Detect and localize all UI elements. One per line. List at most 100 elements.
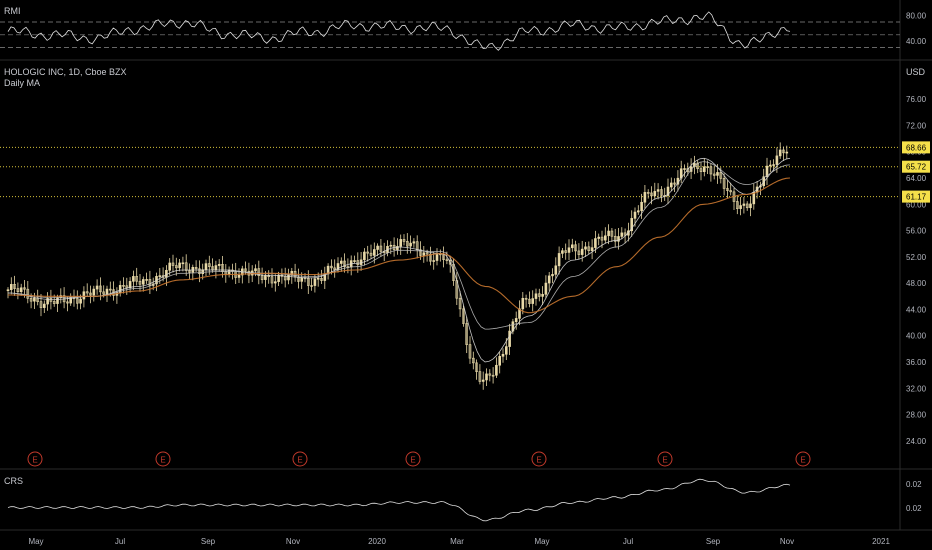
crs-pane: 0.02 0.02 bbox=[7, 478, 922, 522]
candle-body bbox=[607, 230, 610, 237]
candle-body bbox=[514, 318, 518, 323]
currency-label: USD bbox=[906, 67, 926, 77]
candle-body bbox=[188, 270, 191, 273]
candle-body bbox=[584, 246, 587, 250]
candle-body bbox=[363, 251, 366, 261]
crs-title: CRS bbox=[4, 476, 24, 486]
candle-body bbox=[208, 263, 211, 267]
candle-body bbox=[105, 288, 109, 295]
earnings-circle[interactable] bbox=[405, 451, 421, 467]
earnings-marker[interactable]: E bbox=[657, 451, 673, 467]
candle-body bbox=[630, 218, 634, 232]
candle-body bbox=[23, 287, 26, 290]
candle-body bbox=[749, 203, 752, 209]
candle-body bbox=[227, 269, 231, 275]
candle-body bbox=[610, 230, 614, 237]
candle-body bbox=[336, 263, 340, 270]
candle-body bbox=[171, 262, 175, 266]
candle-body bbox=[369, 252, 373, 256]
candle-body bbox=[683, 168, 686, 170]
price-line-badge[interactable] bbox=[902, 190, 930, 203]
candle-body bbox=[567, 247, 571, 253]
candle-body bbox=[580, 248, 584, 255]
price-tick-label: 40.00 bbox=[906, 332, 927, 341]
candle-body bbox=[739, 205, 742, 209]
candle-body bbox=[471, 357, 475, 364]
candle-body bbox=[145, 279, 148, 281]
candle-body bbox=[726, 188, 729, 191]
time-tick-label: Jul bbox=[623, 537, 633, 546]
candle-body bbox=[643, 192, 647, 203]
price-axis[interactable]: 76.0072.0068.0064.0060.0056.0052.0048.00… bbox=[902, 95, 930, 446]
candle-body bbox=[217, 264, 221, 266]
earnings-letter: E bbox=[32, 456, 37, 465]
candle-body bbox=[554, 265, 558, 275]
earnings-circle[interactable] bbox=[155, 451, 171, 467]
candle-body bbox=[33, 297, 36, 302]
candle-body bbox=[52, 301, 56, 304]
price-tick-label: 24.00 bbox=[906, 437, 927, 446]
candle-body bbox=[99, 285, 102, 293]
candle-body bbox=[617, 236, 620, 242]
candle-body bbox=[521, 297, 525, 310]
candle-body bbox=[636, 210, 640, 213]
earnings-circle[interactable] bbox=[27, 451, 43, 467]
earnings-circle[interactable] bbox=[292, 451, 308, 467]
candle-body bbox=[712, 173, 716, 176]
candle-body bbox=[300, 277, 304, 282]
candle-body bbox=[257, 268, 261, 276]
candle-body bbox=[465, 323, 469, 345]
candle-body bbox=[102, 291, 105, 295]
candle-body bbox=[277, 274, 280, 282]
price-tick-label: 36.00 bbox=[906, 358, 927, 367]
time-axis[interactable]: May Jul Sep Nov 2020 Mar May Jul Sep Nov 2021 bbox=[28, 537, 890, 546]
price-line-badge[interactable] bbox=[902, 141, 930, 154]
price-tick-label: 64.00 bbox=[906, 174, 927, 183]
candle-body bbox=[142, 279, 145, 285]
candle-body bbox=[640, 201, 643, 212]
candle-body bbox=[564, 250, 568, 253]
price-line-badge[interactable] bbox=[902, 160, 930, 173]
earnings-marker[interactable]: E bbox=[155, 451, 171, 467]
rmi-pane: 80.00 40.00 bbox=[0, 11, 927, 51]
earnings-marker[interactable]: E bbox=[795, 451, 811, 467]
candle-body bbox=[343, 260, 346, 267]
earnings-circle[interactable] bbox=[795, 451, 811, 467]
candle-body bbox=[531, 298, 535, 304]
candle-body bbox=[270, 276, 274, 284]
candle-body bbox=[244, 268, 247, 272]
candle-body bbox=[26, 288, 30, 299]
earnings-marker[interactable]: E bbox=[531, 451, 547, 467]
candle-body bbox=[660, 189, 663, 196]
candle-body bbox=[656, 189, 660, 192]
candle-body bbox=[76, 298, 79, 304]
price-tick-label: 72.00 bbox=[906, 121, 927, 130]
time-tick-label: May bbox=[28, 537, 43, 546]
earnings-letter: E bbox=[410, 456, 415, 465]
earnings-circle[interactable] bbox=[531, 451, 547, 467]
earnings-circle[interactable] bbox=[657, 451, 673, 467]
ma-line-3 bbox=[8, 177, 791, 314]
earnings-letter: E bbox=[662, 456, 667, 465]
candle-body bbox=[79, 298, 82, 304]
candle-body bbox=[161, 275, 165, 278]
candle-body bbox=[458, 297, 462, 310]
candle-body bbox=[537, 293, 541, 297]
candle-body bbox=[46, 298, 49, 305]
candle-body bbox=[92, 288, 96, 296]
candle-body bbox=[267, 275, 271, 278]
candle-body bbox=[66, 301, 69, 304]
candle-body bbox=[6, 289, 10, 292]
candle-body bbox=[178, 262, 181, 269]
candle-body bbox=[468, 344, 472, 359]
crs-tick-label: 0.02 bbox=[906, 480, 922, 489]
earnings-marker[interactable]: E bbox=[27, 451, 43, 467]
candle-body bbox=[547, 275, 551, 284]
candle-body bbox=[13, 284, 16, 289]
price-tick-label: 56.00 bbox=[906, 227, 927, 236]
earnings-marker[interactable]: E bbox=[405, 451, 421, 467]
earnings-marker[interactable]: E bbox=[292, 451, 308, 467]
